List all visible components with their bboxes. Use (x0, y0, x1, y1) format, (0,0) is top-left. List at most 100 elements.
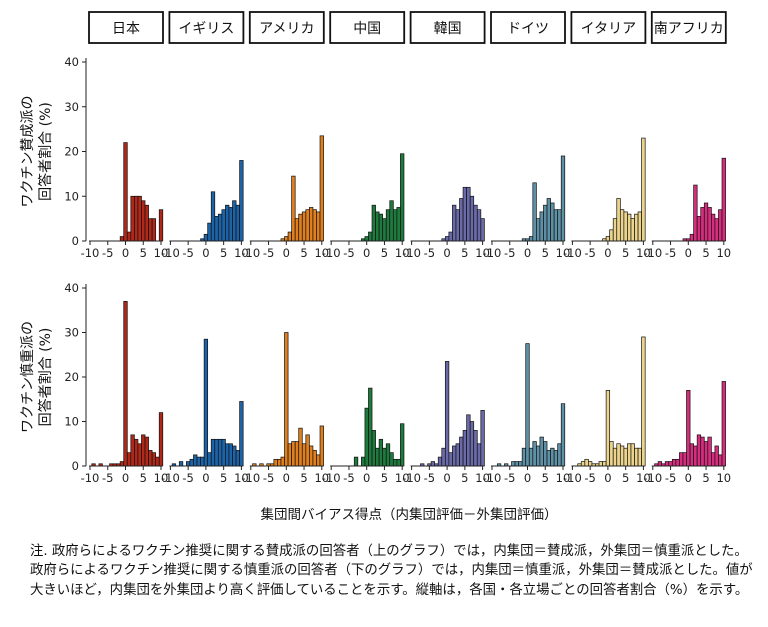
y-axis-label-line: 回答者割合 (%) (37, 328, 54, 427)
histogram-bar (462, 186, 467, 242)
histogram-bar (364, 407, 369, 467)
histogram-bar (452, 204, 457, 242)
histogram-bar (588, 461, 593, 467)
x-tick-label: 0 (524, 471, 531, 485)
x-tick-label: 0 (685, 246, 692, 260)
histogram-bar (312, 209, 317, 242)
histogram-bar (284, 236, 289, 242)
histogram-bar (469, 421, 475, 467)
histogram-bar (130, 195, 135, 242)
x-tick-label: -5 (182, 246, 193, 260)
histogram-bar (641, 137, 646, 242)
histogram-bar (217, 438, 223, 467)
panel: -10 -5 0 5 10 (643, 381, 731, 485)
x-tick-label: 0 (283, 471, 290, 485)
histogram-bar (151, 218, 157, 242)
histogram-bar (309, 207, 314, 242)
histogram-bar (277, 458, 282, 467)
x-tick-label: 5 (622, 246, 629, 260)
x-tick-label: 10 (556, 471, 571, 485)
histogram-bar (353, 456, 359, 467)
histogram-bar (284, 332, 289, 467)
x-tick-label: 10 (556, 246, 571, 260)
histogram-bar (605, 390, 611, 467)
x-tick-label: -10 (161, 246, 180, 260)
x-tick-label: 0 (202, 471, 209, 485)
histogram-bar (455, 443, 460, 467)
y-tick-label: 20 (64, 370, 79, 384)
x-tick-label: -10 (643, 246, 662, 260)
panel: -10 -5 0 5 10 (563, 137, 651, 260)
x-tick-label: -10 (483, 246, 502, 260)
histogram-bar (239, 401, 244, 467)
histogram-bar (602, 461, 607, 467)
histogram-bar (623, 211, 628, 242)
x-tick-label: 0 (202, 246, 209, 260)
histogram-bar (141, 434, 146, 467)
facet-strip (570, 11, 647, 44)
histogram-bar (137, 195, 142, 242)
histogram-bar (718, 454, 723, 467)
histogram-bar (225, 204, 230, 242)
histogram-bar (609, 229, 614, 242)
histogram-bar (557, 209, 562, 242)
x-tick-label: 0 (443, 471, 450, 485)
histogram-bar (619, 209, 625, 242)
x-tick-label: 10 (234, 471, 249, 485)
x-tick-label: -5 (102, 246, 113, 260)
x-tick-label: 10 (636, 471, 651, 485)
facet-strip (329, 11, 406, 44)
faceted-histogram-figure: ワクチン賛成派の 回答者割合 (%)ワクチン慎重派の 回答者割合 (%) 日本 イギリ… (20, 11, 731, 520)
histogram-bar (382, 218, 387, 242)
histogram-bar (301, 211, 307, 242)
histogram-bar (466, 414, 471, 467)
x-tick-label: 5 (300, 246, 307, 260)
x-tick-label: 5 (702, 246, 709, 260)
x-tick-label: 5 (381, 471, 388, 485)
x-tick-label: -5 (263, 471, 274, 485)
facet-label: ドイツ (507, 21, 549, 37)
histogram-bar (203, 338, 209, 467)
histogram-bar (400, 423, 405, 467)
histogram-bar (700, 207, 705, 242)
x-tick-label: 10 (154, 246, 169, 260)
histogram-bar (473, 204, 478, 242)
x-tick-label: 5 (542, 246, 549, 260)
histogram-bar (609, 441, 614, 467)
histogram-bar (389, 200, 394, 242)
histogram-bar (448, 231, 453, 242)
y-tick-label: 0 (72, 459, 79, 473)
histogram-bar (221, 438, 226, 467)
histogram-bar (476, 443, 482, 467)
facet-label: 南アフリカ (654, 21, 724, 37)
histogram-bar (291, 441, 296, 467)
histogram-bar (707, 207, 712, 242)
histogram-bar (301, 443, 307, 467)
histogram-bar (371, 204, 376, 242)
x-tick-label: 5 (542, 471, 549, 485)
histogram-bar (378, 438, 384, 467)
histogram-bar (532, 182, 537, 242)
x-tick-label: -5 (343, 471, 354, 485)
y-axis-label-line: 回答者割合 (%) (37, 102, 54, 201)
facet-strip (409, 11, 486, 44)
histogram-bar (448, 452, 453, 467)
histogram-bar (207, 222, 212, 242)
histogram-bar (392, 458, 398, 467)
histogram-bar (319, 135, 324, 242)
x-tick-label: -10 (322, 246, 341, 260)
histogram-bar (123, 142, 128, 242)
panel: -10 -5 0 5 10 (402, 361, 490, 485)
histogram-bar (612, 447, 618, 467)
histogram-bar (528, 236, 534, 242)
panel: -10 -5 0 5 10 (483, 343, 571, 485)
x-tick-label: -5 (504, 246, 515, 260)
histogram-bar (368, 231, 373, 242)
histogram-bar (400, 153, 405, 242)
histogram-bar (305, 434, 310, 467)
facet-strips: 日本 イギリス アメリカ 中国 韓国 ドイツ イタリア 南アフリカ (88, 11, 727, 44)
x-tick-label: 5 (622, 471, 629, 485)
x-tick-label: -5 (424, 246, 435, 260)
x-tick-label: -10 (161, 471, 180, 485)
histogram-bar (543, 204, 548, 242)
